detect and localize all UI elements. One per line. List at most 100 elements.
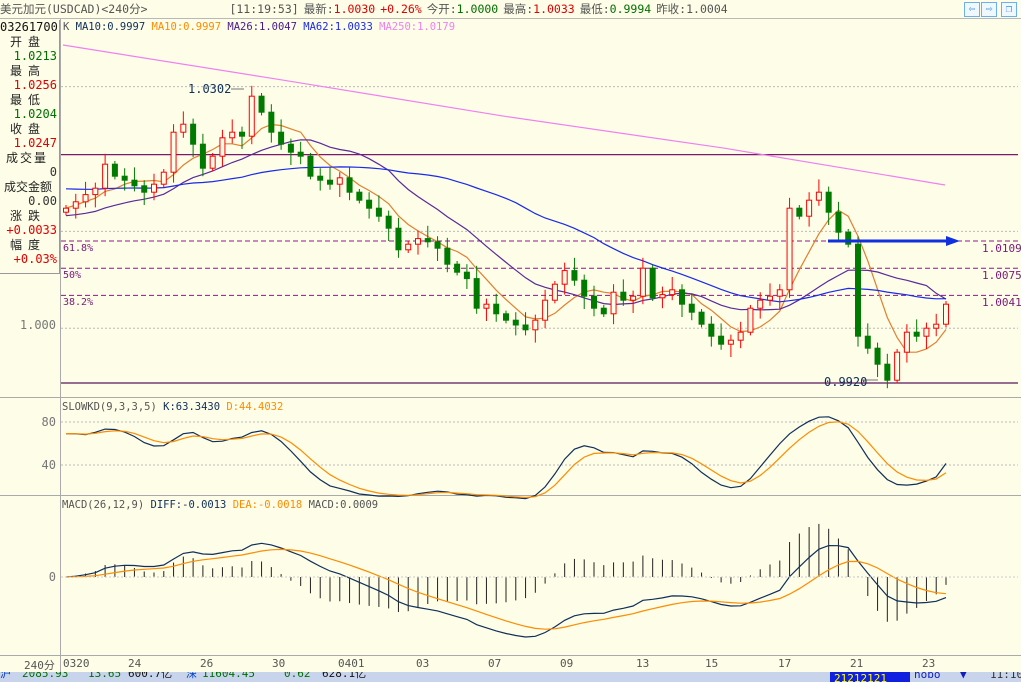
candle bbox=[219, 137, 226, 157]
candle bbox=[522, 324, 529, 331]
candle bbox=[571, 270, 578, 281]
legend-ma10-alt: MA10:0.9997 bbox=[151, 21, 222, 33]
candle bbox=[82, 194, 89, 203]
candle bbox=[845, 231, 852, 245]
pct-label: 幅度 bbox=[10, 237, 47, 252]
sh-label: 沪 bbox=[0, 672, 11, 680]
latest-label: 最新: bbox=[303, 2, 334, 16]
candle bbox=[933, 323, 940, 329]
candle bbox=[943, 303, 949, 325]
bar-volume: 0 bbox=[49, 165, 57, 179]
legend-ma26: MA26:1.0047 bbox=[227, 21, 297, 33]
sz-change: 0.62 bbox=[284, 672, 311, 680]
candle bbox=[591, 295, 597, 309]
low-marker: 0.9920 bbox=[824, 375, 868, 389]
legend-ma62: MA62:1.0033 bbox=[303, 21, 373, 33]
candle bbox=[874, 347, 881, 365]
candle bbox=[63, 207, 69, 213]
arrow-left-icon[interactable]: ⇦ bbox=[964, 2, 980, 17]
kd-tick-80: 80 bbox=[41, 415, 56, 429]
arrow-right-icon[interactable]: ⇨ bbox=[981, 2, 997, 17]
ma10-line bbox=[65, 123, 947, 353]
candle bbox=[679, 289, 685, 305]
sh-amount: 600.7亿 bbox=[128, 672, 173, 680]
candle bbox=[160, 171, 167, 185]
candle bbox=[395, 227, 402, 251]
ticker-marquee[interactable]: 21212121 bbox=[830, 672, 910, 682]
period-label: 240分 bbox=[24, 659, 55, 672]
mode-indicator[interactable]: nobo bbox=[914, 672, 941, 681]
candle bbox=[776, 289, 783, 297]
candle bbox=[532, 319, 539, 331]
candle bbox=[278, 131, 285, 145]
candle bbox=[542, 299, 549, 321]
bar-info-panel: 03261700 开盘 1.0213 最高 1.0256 最低 1.0204 收… bbox=[0, 20, 60, 274]
candle bbox=[375, 207, 382, 217]
time-tick: 23 bbox=[922, 657, 936, 670]
candle bbox=[473, 278, 480, 309]
legend-k: K bbox=[63, 21, 70, 33]
amount-label: 成交金额 bbox=[4, 179, 53, 194]
candle bbox=[757, 299, 764, 309]
time-tick: 07 bbox=[488, 657, 502, 670]
candle bbox=[864, 335, 871, 349]
restore-window-icon[interactable]: ❐ bbox=[1001, 2, 1017, 17]
prev-close: 1.0004 bbox=[686, 2, 728, 16]
low-price: 0.9994 bbox=[609, 2, 652, 16]
panel-divider bbox=[0, 655, 1021, 656]
candle bbox=[317, 175, 324, 181]
change-pct: +0.26% bbox=[380, 2, 422, 16]
time-axis: 240分 0320 24 26 30 0401 03 07 09 13 15 17 21 23 bbox=[0, 655, 1021, 672]
candle bbox=[639, 267, 646, 297]
candle bbox=[307, 155, 314, 177]
latest-price: 1.0030 bbox=[333, 2, 376, 16]
bar-close: 1.0247 bbox=[13, 136, 57, 150]
price-tick: 1.000 bbox=[19, 318, 56, 332]
candle bbox=[600, 307, 607, 315]
candle bbox=[493, 303, 500, 315]
axis-divider bbox=[60, 19, 61, 672]
time-tick: 17 bbox=[778, 657, 792, 670]
quote-time: [11:19:53] bbox=[229, 2, 299, 16]
candle bbox=[767, 295, 773, 301]
panel-divider bbox=[0, 397, 1021, 398]
bar-low: 1.0204 bbox=[13, 107, 57, 121]
candle bbox=[620, 291, 627, 301]
time-tick: 13 bbox=[636, 657, 650, 670]
sz-index: 11604.45 bbox=[202, 672, 255, 680]
candle bbox=[229, 131, 236, 139]
candle bbox=[434, 241, 441, 249]
candle bbox=[669, 289, 676, 296]
panel-divider bbox=[0, 495, 1021, 496]
fib-value: 1.0075 bbox=[982, 269, 1021, 282]
candle bbox=[708, 323, 715, 337]
candle bbox=[268, 111, 275, 133]
fib-label: 38.2% bbox=[63, 297, 94, 308]
candle bbox=[903, 331, 910, 353]
prev-close-label: 昨收: bbox=[656, 2, 687, 16]
candle bbox=[102, 163, 109, 189]
kd-d-value: D:44.4032 bbox=[226, 401, 284, 413]
arrow-head-icon bbox=[946, 236, 960, 246]
candle bbox=[581, 279, 588, 297]
ma62-line bbox=[65, 166, 947, 303]
dropdown-icon[interactable]: ▼ bbox=[960, 672, 967, 681]
candle bbox=[121, 175, 128, 181]
candle bbox=[698, 311, 705, 325]
legend-ma250: MA250:1.0179 bbox=[379, 21, 456, 33]
fib-label: 61.8% bbox=[63, 243, 94, 254]
candle bbox=[825, 191, 832, 213]
time-tick: 26 bbox=[200, 657, 214, 670]
candle bbox=[727, 339, 734, 345]
macd-value: MACD:0.0009 bbox=[308, 499, 379, 511]
candle bbox=[835, 211, 842, 233]
candle bbox=[737, 331, 744, 341]
kd-k-line bbox=[65, 416, 947, 500]
candle bbox=[131, 179, 138, 187]
candle bbox=[806, 199, 813, 217]
time-tick: 09 bbox=[560, 657, 574, 670]
candle bbox=[512, 319, 519, 326]
open-label: 今开: bbox=[426, 2, 457, 16]
low-label: 最低 bbox=[10, 92, 47, 107]
